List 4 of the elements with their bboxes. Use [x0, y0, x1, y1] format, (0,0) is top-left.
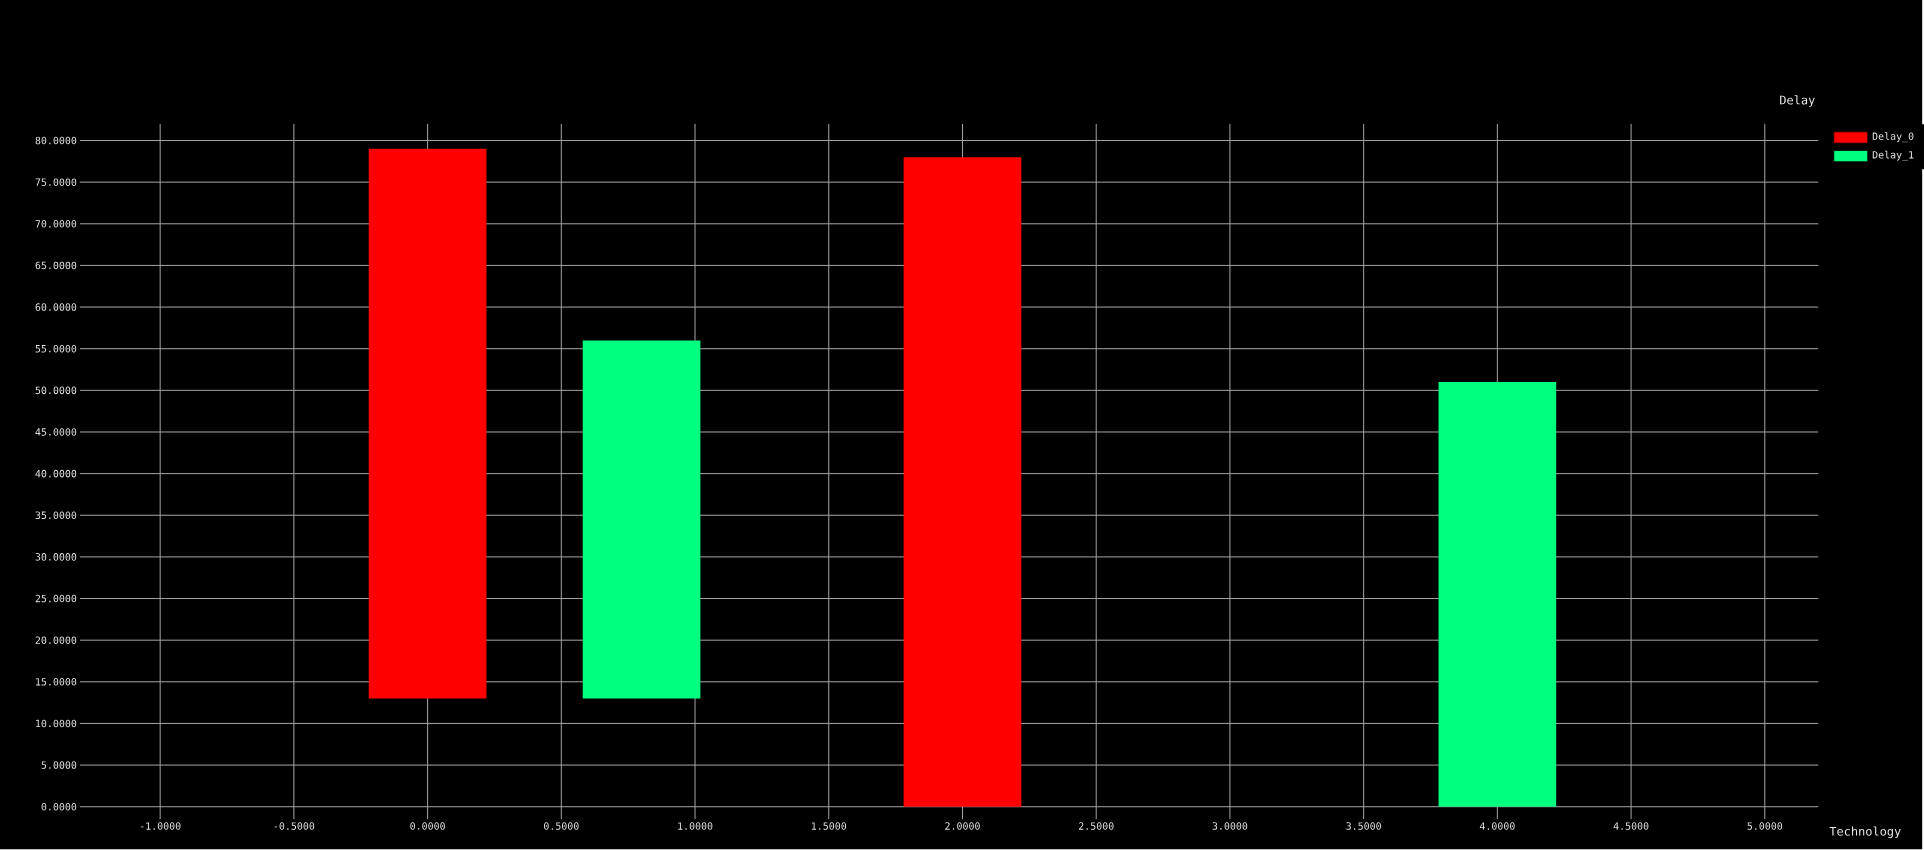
- bar: [582, 340, 701, 699]
- bar: [368, 149, 487, 699]
- bar: [903, 157, 1022, 808]
- bar: [1438, 382, 1557, 808]
